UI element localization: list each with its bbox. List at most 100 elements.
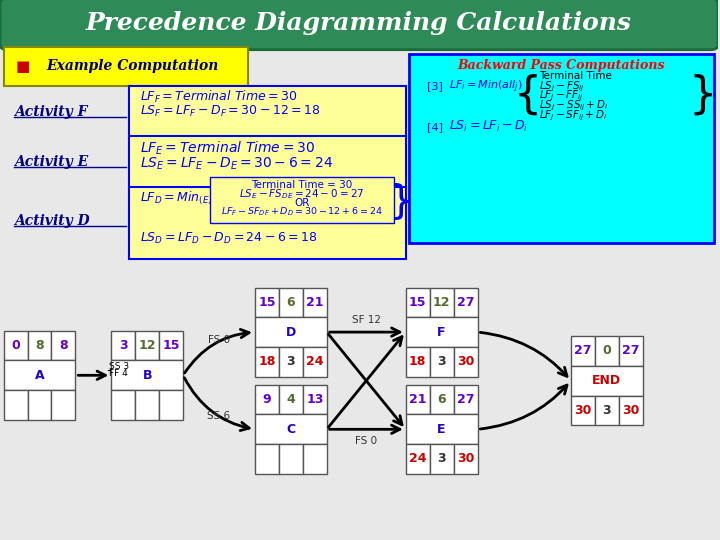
Text: 30: 30 bbox=[622, 404, 639, 417]
Text: Backward Pass Computations: Backward Pass Computations bbox=[458, 59, 665, 72]
Bar bbox=[135, 390, 159, 420]
Text: $LS_i = LF_i - D_i$: $LS_i = LF_i - D_i$ bbox=[449, 119, 528, 134]
Bar bbox=[4, 390, 27, 420]
Bar bbox=[430, 384, 454, 415]
Text: }: } bbox=[388, 182, 413, 220]
Bar bbox=[406, 318, 477, 347]
Text: 18: 18 bbox=[409, 355, 426, 368]
FancyBboxPatch shape bbox=[0, 0, 718, 50]
Text: 8: 8 bbox=[59, 339, 68, 352]
Text: Precedence Diagramming Calculations: Precedence Diagramming Calculations bbox=[86, 11, 632, 35]
Bar bbox=[571, 395, 595, 426]
Text: 3: 3 bbox=[287, 355, 295, 368]
Text: 30: 30 bbox=[574, 404, 592, 417]
Text: Activity F: Activity F bbox=[14, 105, 88, 119]
Bar bbox=[112, 390, 135, 420]
Bar bbox=[303, 287, 327, 317]
FancyBboxPatch shape bbox=[409, 54, 714, 243]
Bar bbox=[255, 287, 279, 317]
Text: FS 0: FS 0 bbox=[208, 335, 230, 345]
Text: SS 3: SS 3 bbox=[109, 362, 130, 370]
Text: 24: 24 bbox=[409, 453, 426, 465]
Text: $LF_i = Min(all_j)$: $LF_i = Min(all_j)$ bbox=[449, 78, 523, 94]
Text: 24: 24 bbox=[306, 355, 323, 368]
Text: $LF_F - SF_{DF} + D_D = 30 - 12 + 6 = 24$: $LF_F - SF_{DF} + D_D = 30 - 12 + 6 = 24… bbox=[220, 206, 382, 219]
Bar bbox=[303, 444, 327, 474]
Bar bbox=[255, 347, 279, 377]
Text: F: F bbox=[437, 326, 446, 339]
Text: $LF_j - SF_{ij} + D_i$: $LF_j - SF_{ij} + D_i$ bbox=[539, 109, 607, 123]
FancyBboxPatch shape bbox=[130, 86, 406, 138]
Text: $LF_D = Min_{(E,F)}$: $LF_D = Min_{(E,F)}$ bbox=[140, 190, 222, 207]
Text: FS 0: FS 0 bbox=[355, 436, 377, 446]
Bar bbox=[571, 366, 643, 395]
Bar bbox=[112, 361, 183, 390]
Text: B: B bbox=[143, 369, 152, 382]
Text: 6: 6 bbox=[437, 393, 446, 406]
Text: [3]: [3] bbox=[427, 82, 443, 91]
Bar bbox=[303, 347, 327, 377]
Text: $LS_j - SS_{ij} + D_i$: $LS_j - SS_{ij} + D_i$ bbox=[539, 99, 608, 113]
Bar bbox=[51, 390, 76, 420]
Bar bbox=[135, 330, 159, 361]
Text: 12: 12 bbox=[433, 296, 451, 309]
Bar bbox=[279, 444, 303, 474]
Bar bbox=[595, 395, 618, 426]
Text: C: C bbox=[287, 423, 295, 436]
Text: 0: 0 bbox=[12, 339, 20, 352]
Text: END: END bbox=[593, 374, 621, 387]
Bar bbox=[255, 384, 279, 415]
Bar bbox=[454, 384, 477, 415]
Bar bbox=[255, 318, 327, 347]
Text: 6: 6 bbox=[287, 296, 295, 309]
Bar bbox=[618, 395, 643, 426]
Text: 0: 0 bbox=[603, 345, 611, 357]
Text: 30: 30 bbox=[457, 355, 474, 368]
Bar bbox=[618, 336, 643, 366]
Bar bbox=[51, 330, 76, 361]
Bar bbox=[4, 330, 27, 361]
Bar bbox=[159, 390, 183, 420]
Text: ■: ■ bbox=[16, 59, 30, 74]
Bar bbox=[406, 347, 430, 377]
Text: Activity E: Activity E bbox=[14, 155, 89, 169]
Text: $LF_F = Terminal\ Time = 30$: $LF_F = Terminal\ Time = 30$ bbox=[140, 89, 297, 105]
Text: 27: 27 bbox=[456, 393, 474, 406]
Bar bbox=[406, 287, 430, 317]
Bar bbox=[406, 444, 430, 474]
Text: Terminal Time: Terminal Time bbox=[539, 71, 611, 80]
Bar bbox=[279, 347, 303, 377]
Text: 27: 27 bbox=[622, 345, 639, 357]
FancyBboxPatch shape bbox=[130, 136, 406, 189]
Text: $LF_E = Terminal\ Time = 30$: $LF_E = Terminal\ Time = 30$ bbox=[140, 139, 315, 157]
Bar bbox=[430, 347, 454, 377]
Bar bbox=[255, 415, 327, 444]
Text: E: E bbox=[437, 423, 446, 436]
Text: $LS_D = LF_D - D_D = 24 - 6 = 18$: $LS_D = LF_D - D_D = 24 - 6 = 18$ bbox=[140, 231, 318, 246]
Bar bbox=[430, 287, 454, 317]
Text: $LS_F = LF_F - D_F = 30 - 12 = 18$: $LS_F = LF_F - D_F = 30 - 12 = 18$ bbox=[140, 104, 320, 119]
Text: $LF_j - FF_{ij}$: $LF_j - FF_{ij}$ bbox=[539, 89, 583, 103]
Bar bbox=[406, 384, 430, 415]
Bar bbox=[571, 336, 595, 366]
Text: $LS_E - FS_{DE} = 24 - 0 = 27$: $LS_E - FS_{DE} = 24 - 0 = 27$ bbox=[239, 187, 364, 201]
FancyBboxPatch shape bbox=[4, 47, 248, 86]
Text: D: D bbox=[286, 326, 296, 339]
Text: $LS_j - FS_{ij}$: $LS_j - FS_{ij}$ bbox=[539, 79, 585, 93]
Text: 15: 15 bbox=[409, 296, 426, 309]
Text: SS 6: SS 6 bbox=[207, 411, 230, 421]
Bar bbox=[4, 361, 76, 390]
Bar bbox=[279, 287, 303, 317]
Bar bbox=[595, 336, 618, 366]
Text: FF 4: FF 4 bbox=[109, 369, 128, 378]
Text: 27: 27 bbox=[456, 296, 474, 309]
Text: 9: 9 bbox=[263, 393, 271, 406]
Text: 3: 3 bbox=[603, 404, 611, 417]
Text: }: } bbox=[688, 74, 716, 117]
Bar bbox=[27, 390, 51, 420]
Bar bbox=[255, 444, 279, 474]
Text: 18: 18 bbox=[258, 355, 276, 368]
FancyBboxPatch shape bbox=[130, 187, 406, 259]
Bar bbox=[279, 384, 303, 415]
Text: 21: 21 bbox=[409, 393, 426, 406]
